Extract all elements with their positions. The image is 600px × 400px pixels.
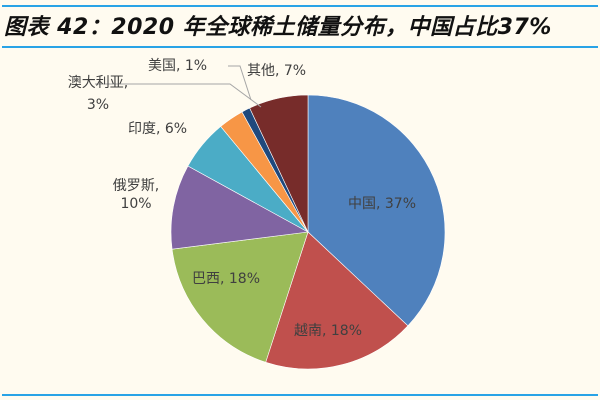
label-india: 印度, 6% (128, 121, 188, 137)
pie-slice-0 (307, 94, 446, 327)
top-rule (2, 5, 598, 7)
label-russia: 俄罗斯, 10% (104, 177, 168, 213)
label-russia-pct: 10% (120, 196, 152, 212)
label-other: 其他, 7% (247, 63, 307, 79)
label-australia-name: 澳大利亚, (67, 75, 129, 91)
label-brazil: 巴西, 18% (192, 271, 261, 287)
pie-slice-3 (170, 165, 309, 250)
pie-slices (170, 94, 446, 370)
label-usa: 美国, 1% (148, 58, 208, 74)
chart-title: 图表 42：2020 年全球稀土储量分布，中国占比37% (4, 15, 552, 40)
pie-slice-7 (249, 94, 309, 233)
label-australia-pct: 3% (86, 97, 110, 113)
bottom-rule (2, 394, 598, 396)
pie-slice-1 (265, 231, 409, 370)
label-australia: 澳大利亚, 3% (56, 74, 140, 114)
title-rule (2, 46, 598, 48)
pie-slice-2 (171, 231, 309, 363)
label-china: 中国, 37% (348, 196, 417, 212)
label-russia-name: 俄罗斯, (112, 178, 160, 194)
label-vietnam: 越南, 18% (294, 323, 363, 339)
usa-leader-line (228, 65, 252, 101)
